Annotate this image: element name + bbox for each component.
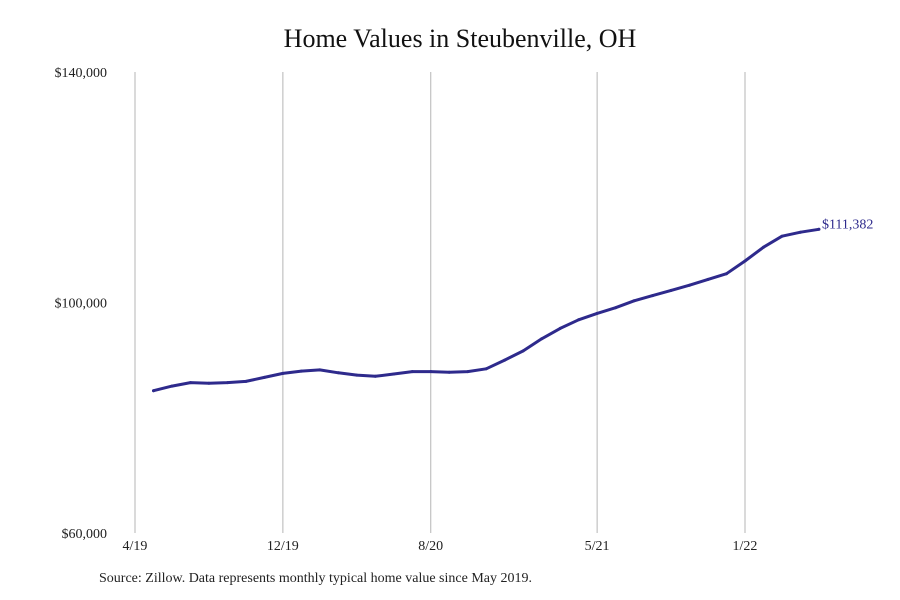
data-point (595, 311, 599, 315)
y-tick-label: $100,000 (55, 297, 108, 312)
data-point (817, 227, 821, 231)
end-value-label: $111,382 (822, 217, 873, 232)
y-axis-tick-labels: $60,000 $100,000 $140,000 (55, 66, 108, 542)
x-tick-label: 12/19 (267, 539, 299, 554)
data-point (540, 337, 544, 341)
data-point (466, 370, 470, 374)
x-axis-tick-labels: 4/19 12/19 8/20 5/21 1/22 (123, 539, 758, 554)
data-point (725, 272, 728, 276)
data-point (355, 373, 359, 377)
data-point (762, 245, 765, 249)
data-point (447, 370, 451, 374)
y-tick-label: $140,000 (55, 66, 108, 81)
chart-title: Home Values in Steubenville, OH (283, 24, 637, 53)
data-point (281, 371, 285, 375)
data-point (429, 370, 433, 374)
data-point (262, 375, 266, 379)
source-note: Source: Zillow. Data represents monthly … (99, 571, 532, 586)
data-point (484, 367, 488, 371)
data-point (225, 381, 229, 385)
y-tick-label: $60,000 (62, 527, 108, 542)
x-tick-label: 4/19 (123, 539, 148, 554)
data-point (651, 294, 655, 298)
data-point (577, 318, 581, 322)
data-point (521, 349, 525, 353)
series-layer: $111,382 (152, 217, 873, 393)
data-point (410, 370, 414, 374)
data-point (799, 230, 802, 234)
data-point (170, 384, 174, 388)
data-point (152, 389, 155, 393)
x-tick-label: 1/22 (733, 539, 758, 554)
data-point (244, 379, 248, 383)
x-tick-label: 8/20 (418, 539, 443, 554)
data-point (207, 381, 211, 385)
data-point (780, 234, 784, 238)
data-point (373, 374, 377, 378)
data-point (189, 381, 192, 385)
data-point (392, 372, 396, 376)
data-point (706, 277, 710, 281)
series-line (152, 227, 821, 393)
data-point (318, 368, 322, 372)
x-tick-label: 5/21 (585, 539, 610, 554)
data-point (669, 288, 673, 292)
data-point (614, 306, 618, 310)
gridlines (134, 72, 746, 533)
data-point (743, 259, 747, 263)
data-point (336, 371, 340, 375)
data-point (632, 299, 636, 303)
data-point (299, 369, 303, 373)
data-point (688, 283, 691, 287)
data-point (558, 326, 562, 330)
data-point (503, 358, 507, 362)
